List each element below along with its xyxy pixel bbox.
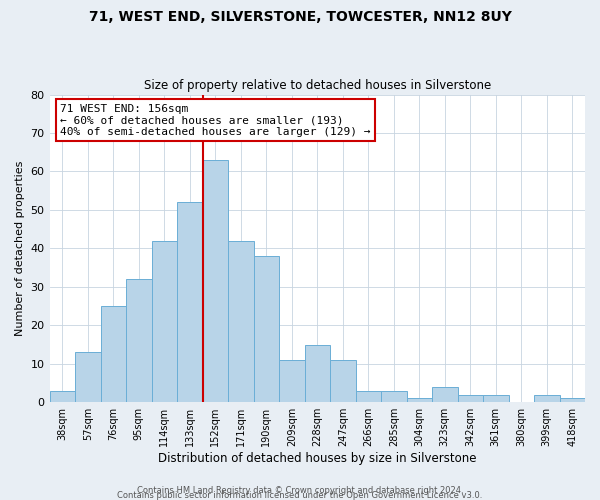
Bar <box>305 344 330 402</box>
Bar <box>152 240 177 402</box>
Bar <box>534 394 560 402</box>
Bar <box>279 360 305 402</box>
Bar <box>560 398 585 402</box>
Bar <box>483 394 509 402</box>
Bar <box>228 240 254 402</box>
Text: Contains HM Land Registry data © Crown copyright and database right 2024.: Contains HM Land Registry data © Crown c… <box>137 486 463 495</box>
Bar <box>50 390 75 402</box>
Bar <box>458 394 483 402</box>
Text: Contains public sector information licensed under the Open Government Licence v3: Contains public sector information licen… <box>118 491 482 500</box>
Bar <box>126 279 152 402</box>
Text: 71 WEST END: 156sqm
← 60% of detached houses are smaller (193)
40% of semi-detac: 71 WEST END: 156sqm ← 60% of detached ho… <box>60 104 371 137</box>
Bar <box>330 360 356 402</box>
Bar <box>75 352 101 402</box>
Bar <box>407 398 432 402</box>
X-axis label: Distribution of detached houses by size in Silverstone: Distribution of detached houses by size … <box>158 452 476 465</box>
Bar <box>356 390 381 402</box>
Bar <box>203 160 228 402</box>
Bar <box>101 306 126 402</box>
Text: 71, WEST END, SILVERSTONE, TOWCESTER, NN12 8UY: 71, WEST END, SILVERSTONE, TOWCESTER, NN… <box>89 10 511 24</box>
Bar <box>432 387 458 402</box>
Title: Size of property relative to detached houses in Silverstone: Size of property relative to detached ho… <box>143 79 491 92</box>
Bar <box>177 202 203 402</box>
Bar <box>381 390 407 402</box>
Y-axis label: Number of detached properties: Number of detached properties <box>15 160 25 336</box>
Bar <box>254 256 279 402</box>
